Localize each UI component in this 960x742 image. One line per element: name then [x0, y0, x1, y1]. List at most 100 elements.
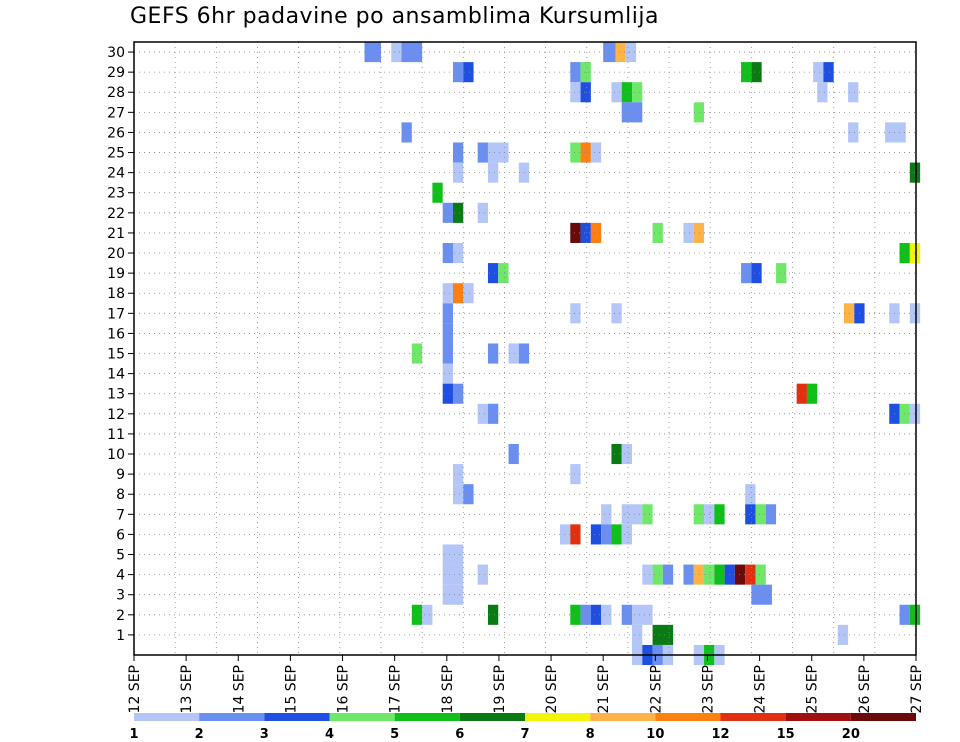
data-cell — [813, 62, 824, 83]
y-tick-label: 14 — [107, 367, 125, 383]
data-cell — [518, 162, 530, 183]
x-tick-label: 17 SEP — [388, 665, 404, 713]
data-cell — [817, 82, 828, 103]
data-cell — [601, 504, 612, 525]
y-tick-label: 9 — [116, 467, 125, 483]
y-tick-label: 18 — [107, 286, 125, 302]
y-tick-label: 5 — [116, 548, 125, 564]
x-tick-label: 26 SEP — [857, 665, 873, 713]
data-cell — [751, 263, 762, 284]
data-cell — [741, 263, 752, 284]
data-cell — [442, 283, 453, 304]
data-cell — [751, 62, 762, 83]
data-cell — [518, 343, 530, 364]
data-cell — [632, 624, 643, 645]
data-cell — [452, 283, 464, 304]
data-cell — [611, 82, 622, 103]
data-cell — [693, 222, 705, 243]
data-cell — [590, 524, 602, 545]
data-cell — [621, 443, 633, 465]
legend-label: 15 — [777, 727, 795, 742]
data-cell — [452, 62, 464, 83]
data-cell — [442, 564, 464, 585]
y-tick-label: 17 — [107, 306, 125, 322]
data-cell — [662, 564, 674, 585]
y-tick-label: 22 — [107, 206, 125, 222]
x-tick-label: 24 SEP — [753, 665, 769, 713]
data-cell — [776, 263, 787, 284]
data-cell — [823, 62, 834, 83]
y-tick-label: 13 — [107, 387, 125, 403]
data-cell — [463, 283, 474, 304]
data-cell — [580, 62, 591, 83]
data-cell — [611, 524, 622, 545]
legend-label: 6 — [455, 727, 464, 742]
legend-swatch — [329, 713, 395, 721]
legend-swatch — [394, 713, 460, 721]
legend-label: 20 — [842, 727, 860, 742]
data-cell — [422, 604, 433, 625]
y-tick-label: 16 — [107, 326, 125, 342]
legend-label: 5 — [390, 727, 399, 742]
x-tick-label: 18 SEP — [440, 665, 456, 713]
x-tick-label: 19 SEP — [492, 665, 508, 713]
data-cell — [477, 202, 488, 223]
x-tick-label: 27 SEP — [909, 665, 925, 713]
y-tick-label: 12 — [107, 407, 125, 423]
data-cell — [683, 222, 694, 243]
plot-frame — [133, 41, 917, 656]
legend-swatch — [720, 713, 786, 721]
data-cell — [570, 524, 581, 545]
data-cell — [621, 504, 643, 525]
data-cell — [452, 202, 464, 223]
data-cell — [487, 263, 499, 284]
x-tick-label: 20 SEP — [544, 665, 560, 713]
data-cell — [391, 42, 402, 63]
data-cell — [364, 42, 381, 63]
data-cell — [621, 604, 633, 625]
data-cell — [442, 343, 453, 364]
x-tick-label: 14 SEP — [231, 665, 247, 713]
x-tick-label: 12 SEP — [127, 665, 143, 713]
y-tick-label: 23 — [107, 186, 125, 202]
data-cell — [745, 504, 756, 525]
data-cell — [401, 42, 423, 63]
data-cell — [463, 484, 474, 505]
data-cell — [755, 504, 766, 525]
x-tick-label: 22 SEP — [648, 665, 664, 713]
legend-swatch — [655, 713, 721, 721]
data-cell — [745, 484, 756, 505]
data-cell — [741, 62, 752, 83]
data-cell — [621, 102, 643, 123]
data-cell — [642, 564, 653, 585]
data-cell — [632, 82, 643, 103]
data-cell — [693, 564, 705, 585]
data-cell — [625, 42, 637, 63]
data-cell — [848, 82, 859, 103]
data-cell — [487, 604, 499, 625]
data-cell — [615, 42, 626, 63]
x-tick-label: 21 SEP — [596, 665, 612, 713]
data-cell — [570, 604, 581, 625]
data-cell — [611, 303, 622, 324]
data-cell — [652, 564, 663, 585]
data-cell — [411, 604, 423, 625]
data-cell — [621, 82, 633, 103]
y-tick-label: 30 — [107, 45, 125, 61]
data-cell — [734, 564, 746, 585]
data-cell — [442, 544, 464, 565]
y-tick-label: 29 — [107, 65, 125, 81]
x-tick-label: 25 SEP — [805, 665, 821, 713]
data-cell — [806, 383, 818, 404]
data-cell — [652, 222, 663, 243]
y-tick-label: 24 — [107, 166, 125, 182]
y-tick-label: 11 — [107, 427, 125, 443]
data-cell — [755, 564, 766, 585]
data-cell — [693, 504, 705, 525]
y-tick-label: 25 — [107, 146, 125, 162]
legend-swatch — [850, 713, 916, 721]
data-cell — [837, 624, 849, 645]
y-tick-label: 15 — [107, 347, 125, 363]
data-cell — [487, 343, 499, 364]
